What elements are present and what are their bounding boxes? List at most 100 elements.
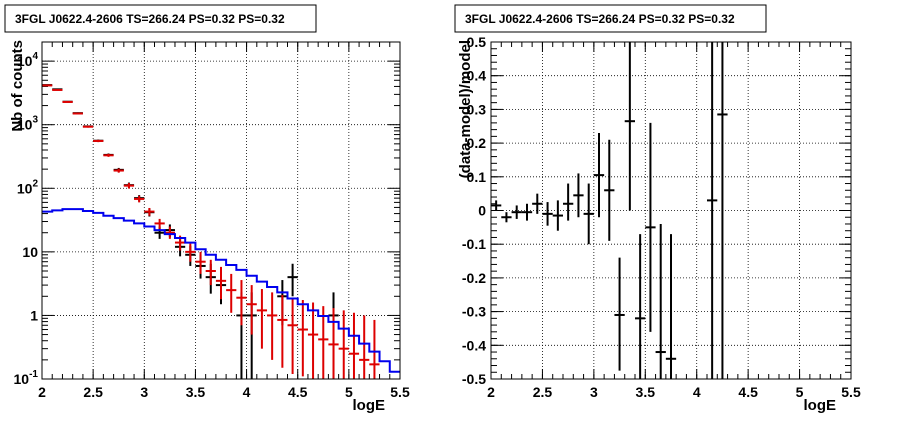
model-step-line [42, 208, 400, 373]
data-point [318, 306, 329, 379]
data-point [348, 312, 360, 379]
y-tick-label: 0.3 [467, 101, 487, 117]
data-point [635, 234, 646, 379]
data-point [552, 200, 563, 231]
data-point [707, 42, 718, 379]
y-tick-label: 1 [30, 307, 38, 323]
y-tick-base: 10 [14, 371, 30, 387]
x-tick-label: 2.5 [83, 384, 103, 400]
y-tick-label: 10-1 [14, 369, 39, 387]
data-point [665, 234, 677, 379]
plot-frame [490, 41, 852, 380]
data-point [563, 183, 574, 221]
data-point [521, 203, 533, 221]
x-tick-label: 3.5 [186, 384, 206, 400]
series-0 [491, 42, 728, 379]
data-point [42, 84, 53, 87]
data-point [604, 139, 615, 241]
y-tick-label: 102 [17, 178, 39, 196]
data-point [501, 212, 512, 223]
y-tick-exponent: -1 [29, 369, 38, 380]
y-tick-label: -0.5 [462, 371, 486, 387]
data-point [573, 173, 584, 218]
data-point [277, 294, 288, 368]
y-tick-base: 10 [17, 180, 33, 196]
x-tick-label: 4 [243, 384, 251, 400]
title-box [4, 4, 317, 33]
y-axis-label: Nb of counts [9, 40, 26, 132]
data-point [134, 195, 145, 203]
y-tick-label: -0.2 [462, 270, 486, 286]
data-point [52, 88, 63, 91]
y-tick-exponent: 2 [32, 178, 38, 189]
data-point [511, 205, 522, 219]
data-point [287, 297, 298, 374]
x-tick-label: 3.5 [636, 384, 656, 400]
x-tick-label: 4.5 [738, 384, 758, 400]
series-2 [42, 208, 400, 373]
data-point [205, 259, 216, 286]
y-tick-base: 10 [17, 53, 33, 69]
data-point [93, 139, 104, 143]
data-point [144, 207, 155, 216]
y-tick-label: -0.4 [462, 337, 486, 353]
data-point [583, 183, 594, 245]
x-tick-label: 5 [796, 384, 804, 400]
data-point [236, 280, 247, 326]
chart-title: 3FGL J0622.4-2606 TS=266.24 PS=0.32 PS=0… [465, 12, 735, 26]
data-point [246, 285, 257, 335]
data-point [82, 125, 94, 128]
data-point [532, 193, 543, 214]
data-point [655, 223, 666, 379]
y-tick-label: -0.1 [462, 236, 486, 252]
y-tick-base: 10 [17, 117, 33, 133]
data-point [215, 266, 227, 300]
data-point [491, 200, 502, 211]
data-point [593, 132, 605, 218]
data-point [256, 289, 268, 349]
y-tick-label: 104 [17, 51, 39, 69]
series-0 [42, 84, 339, 379]
data-point [717, 42, 728, 379]
data-point [369, 319, 380, 379]
data-point [195, 251, 206, 274]
data-point [645, 122, 656, 332]
data-point [226, 273, 237, 313]
x-tick-label: 5.5 [390, 384, 410, 400]
x-tick-label: 5 [345, 384, 353, 400]
x-tick-label: 2.5 [533, 384, 553, 400]
y-tick-exponent: 4 [32, 51, 38, 62]
data-point [359, 315, 370, 379]
data-point [154, 218, 165, 229]
y-tick-label: 0.5 [467, 34, 487, 50]
data-point [338, 310, 349, 379]
x-tick-label: 4.5 [288, 384, 308, 400]
data-point [164, 226, 175, 239]
title-box [454, 4, 767, 33]
data-point [542, 202, 553, 226]
x-axis-label: logE [353, 397, 386, 414]
y-axis-label: (data-model)/model [457, 40, 474, 178]
axis-ticks [41, 41, 401, 380]
data-point [614, 257, 625, 371]
y-tick-label: 0.4 [467, 68, 487, 84]
y-tick-label: 0.1 [467, 169, 487, 185]
y-tick-label: -0.3 [462, 304, 486, 320]
x-tick-label: 3 [140, 384, 148, 400]
data-point [123, 183, 135, 189]
y-tick-label: 0 [478, 203, 486, 219]
data-point [62, 100, 73, 103]
y-tick-exponent: 3 [32, 115, 38, 126]
chart-title: 3FGL J0622.4-2606 TS=266.24 PS=0.32 PS=0… [15, 12, 285, 26]
x-tick-label: 5.5 [841, 384, 861, 400]
series-1 [42, 84, 380, 379]
x-tick-label: 3 [590, 384, 598, 400]
data-point [267, 292, 278, 360]
data-point [307, 302, 319, 379]
data-point [297, 299, 308, 377]
data-point [185, 243, 196, 262]
y-tick-label: 10 [22, 244, 38, 260]
data-point [328, 308, 339, 379]
